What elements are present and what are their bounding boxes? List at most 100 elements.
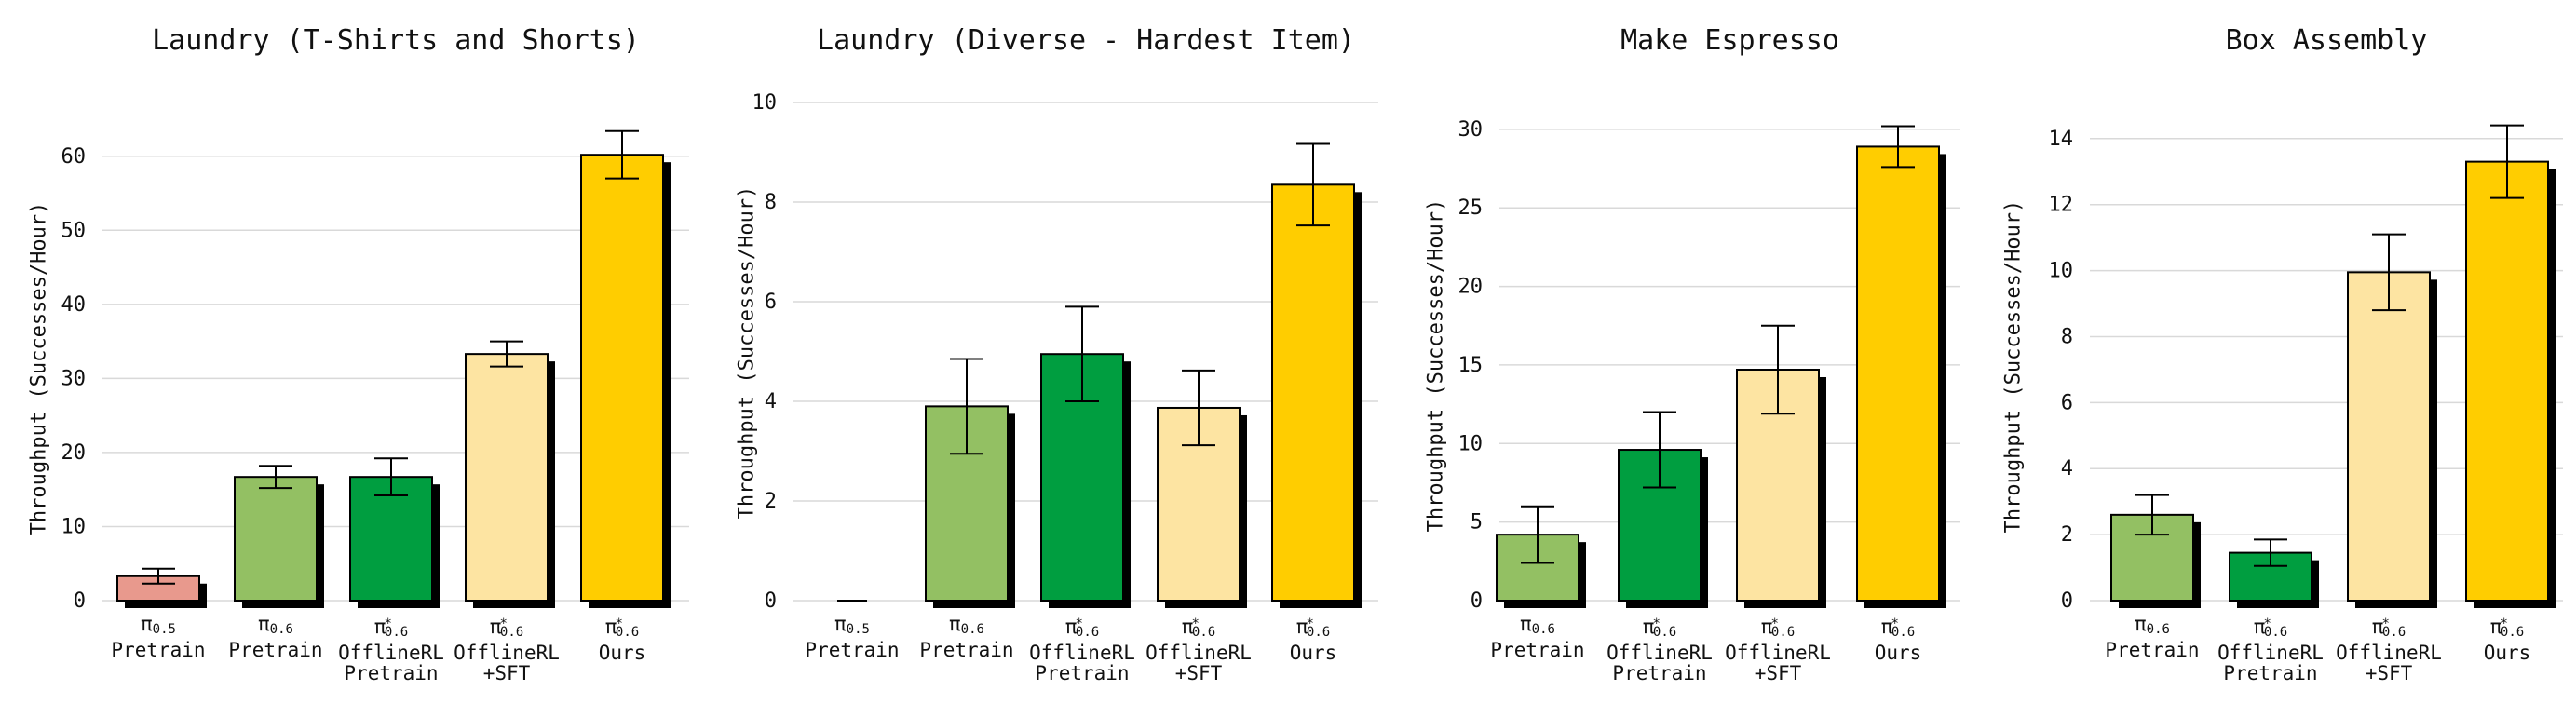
category-label-line: Pretrain (111, 639, 206, 661)
y-tick-label: 30 (61, 367, 87, 390)
x-tick-label: π*0.6 Ours (1833, 614, 1963, 663)
y-tick-label: 6 (765, 291, 777, 314)
x-tick-label: π*0.6 OfflineRL +SFT (1133, 614, 1264, 684)
chart-svg: 0 5 10 15 20 25 30 (1458, 118, 1960, 613)
policy-symbol: π*0.6 (604, 616, 640, 640)
x-tick-label: π*0.6 Ours (1248, 614, 1378, 663)
bar (2347, 271, 2431, 602)
x-tick-label: π0.6 Pretrain (210, 614, 341, 660)
chart-title: Make Espresso (1620, 24, 1839, 57)
x-tick-label: π*0.6 OfflineRL Pretrain (326, 614, 456, 684)
category-label-line: Ours (598, 642, 646, 664)
y-tick-label: 25 (1458, 196, 1484, 220)
chart-panel-4: Box Assembly Throughput (Successes/Hour) 0… (1974, 0, 2576, 704)
chart-svg: 0 2 4 6 8 10 (752, 91, 1378, 613)
y-tick-label: 20 (1458, 276, 1484, 299)
y-tick-label: 30 (1458, 118, 1484, 142)
y-tick-label: 10 (2049, 260, 2074, 283)
category-label-line: Pretrain (1612, 662, 1707, 684)
category-label-line: Ours (2483, 642, 2531, 664)
category-label-line: +SFT (1754, 662, 1802, 684)
bar (234, 476, 318, 602)
error-bar (1296, 142, 1330, 227)
y-tick-label: 14 (2049, 128, 2074, 151)
error-bar (490, 340, 523, 368)
bar (580, 154, 664, 602)
chart-title: Laundry (T-Shirts and Shorts) (152, 24, 640, 57)
y-tick-label: 10 (61, 515, 87, 538)
y-tick-label: 4 (765, 390, 777, 413)
category-label-line: Pretrain (919, 639, 1014, 661)
category-label-line: OfflineRL (1029, 642, 1135, 664)
x-tick-label: π0.5 Pretrain (787, 614, 917, 660)
x-tick-label: π*0.6 OfflineRL Pretrain (1594, 614, 1725, 684)
y-tick-label: 12 (2049, 194, 2074, 217)
y-tick-label: 40 (61, 293, 87, 317)
x-tick-label: π*0.6 OfflineRL +SFT (441, 614, 572, 684)
policy-symbol: π*0.6 (1760, 616, 1796, 640)
policy-symbol: π*0.6 (1181, 616, 1216, 640)
y-tick-label: 8 (765, 191, 777, 214)
y-tick-label: 8 (2061, 325, 2073, 348)
y-tick-label: 15 (1458, 354, 1484, 377)
category-label-line: Pretrain (1035, 662, 1130, 684)
category-label-line: +SFT (2365, 662, 2413, 684)
error-bar (2135, 494, 2169, 536)
policy-symbol: π*0.6 (1880, 616, 1916, 640)
policy-symbol: π*0.6 (2371, 616, 2407, 640)
category-label-line: Pretrain (228, 639, 323, 661)
y-tick-label: 4 (2061, 457, 2073, 481)
policy-symbol: π0.6 (949, 613, 984, 637)
bar (1618, 449, 1702, 602)
y-tick-label: 5 (1471, 511, 1483, 535)
category-label-line: Ours (1289, 642, 1337, 664)
y-tick-label: 2 (765, 490, 777, 513)
category-label-line: +SFT (1174, 662, 1223, 684)
category-label-line: Pretrain (2105, 639, 2200, 661)
error-bar (2372, 233, 2406, 312)
y-tick-label: 20 (61, 441, 87, 465)
x-tick-label: π0.6 Pretrain (902, 614, 1032, 660)
chart-panel-3: Make Espresso Throughput (Successes/Hour)… (1397, 0, 1974, 704)
policy-symbol: π0.6 (258, 613, 293, 637)
y-tick-label: 0 (765, 589, 777, 613)
category-label-line: OfflineRL (338, 642, 444, 664)
y-tick-label: 50 (61, 219, 87, 242)
category-label-line: Ours (1874, 642, 1922, 664)
policy-symbol: π*0.6 (2489, 616, 2525, 640)
error-bar (142, 567, 175, 585)
category-label-line: OfflineRL (1146, 642, 1252, 664)
policy-symbol: π0.5 (834, 613, 870, 637)
x-tick-label: π*0.6 Ours (557, 614, 687, 663)
policy-symbol: π*0.6 (489, 616, 524, 640)
bar (2465, 160, 2549, 602)
chart-panel-2: Laundry (Diverse - Hardest Item) Throughp… (708, 0, 1397, 704)
category-label-line: OfflineRL (2217, 642, 2324, 664)
x-tick-label: π*0.6 OfflineRL Pretrain (1017, 614, 1147, 684)
x-tick-label: π*0.6 OfflineRL +SFT (2324, 614, 2454, 684)
y-tick-label: 10 (752, 91, 778, 115)
policy-symbol: π*0.6 (1295, 616, 1331, 640)
y-tick-label: 2 (2061, 523, 2073, 547)
chart-panel-1: Laundry (T-Shirts and Shorts) Throughput … (0, 0, 708, 704)
policy-symbol: π0.6 (1520, 613, 1555, 637)
x-tick-label: π*0.6 OfflineRL +SFT (1713, 614, 1843, 684)
chart-title: Laundry (Diverse - Hardest Item) (817, 24, 1355, 57)
error-bar (1881, 125, 1915, 169)
chart-svg: 0 2 4 6 8 10 12 14 (2049, 124, 2563, 613)
y-tick-label: 6 (2061, 391, 2073, 414)
chart-title: Box Assembly (2225, 24, 2428, 57)
category-label-line: OfflineRL (1725, 642, 1831, 664)
error-bar (1065, 305, 1099, 403)
policy-symbol: π0.5 (141, 613, 176, 637)
x-tick-label: π0.6 Pretrain (1472, 614, 1603, 660)
category-label-line: +SFT (482, 662, 531, 684)
category-label-line: OfflineRL (1607, 642, 1713, 664)
chart-svg: 0 10 20 30 40 50 60 (61, 129, 689, 613)
error-bar (2490, 124, 2524, 199)
y-tick-label: 10 (1458, 432, 1484, 455)
category-label-line: Pretrain (1490, 639, 1585, 661)
y-tick-label: 0 (2061, 589, 2073, 613)
error-bar (1643, 411, 1676, 489)
